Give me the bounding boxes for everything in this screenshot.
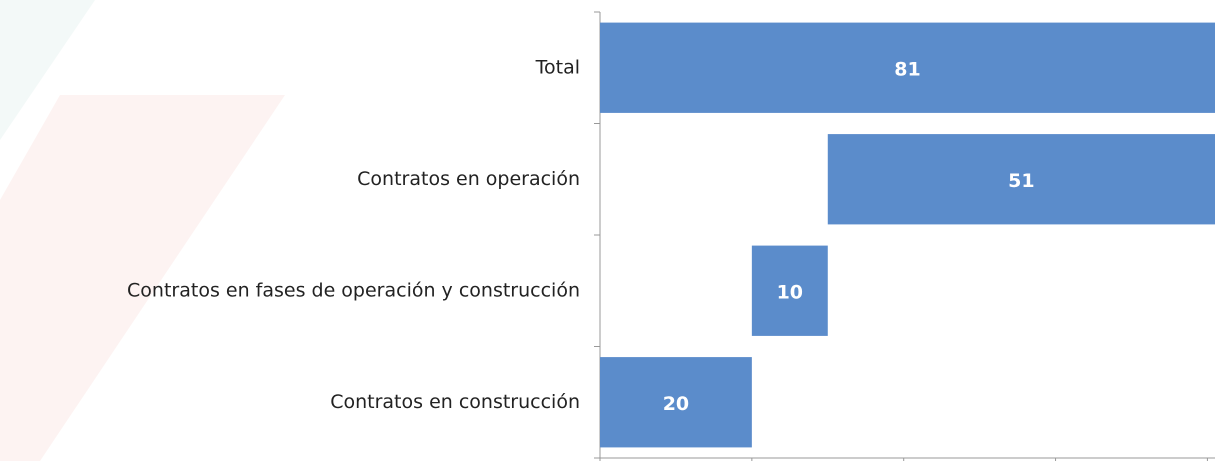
value-label: 81 <box>894 58 920 80</box>
category-label: Contratos en fases de operación y constr… <box>127 279 580 301</box>
bar <box>751 245 828 336</box>
bar <box>827 134 1215 225</box>
category-label: Contratos en construcción <box>330 391 580 413</box>
value-label: 20 <box>663 393 689 415</box>
background-decoration <box>0 0 95 140</box>
background-decoration <box>0 95 285 461</box>
bar <box>600 22 1215 113</box>
value-label: 10 <box>777 281 803 303</box>
category-label: Total <box>535 56 580 78</box>
bar <box>600 357 752 448</box>
category-label: Contratos en operación <box>357 168 580 190</box>
value-label: 51 <box>1008 170 1034 192</box>
